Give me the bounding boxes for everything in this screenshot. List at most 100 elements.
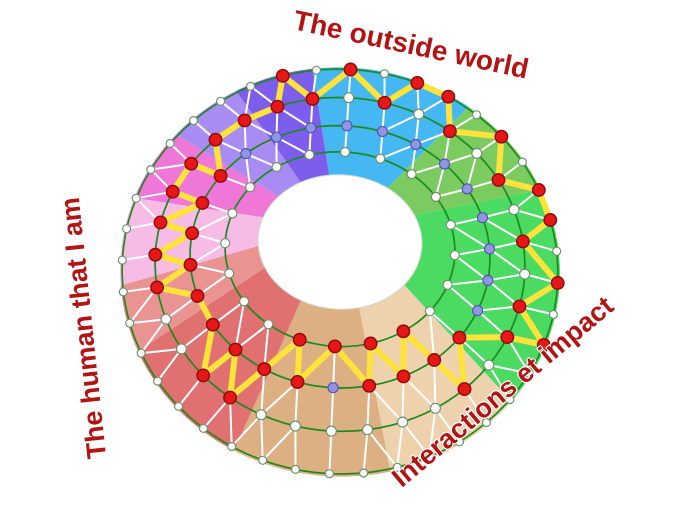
mesh-line (276, 136, 310, 156)
node (325, 425, 337, 437)
nodes (117, 65, 562, 479)
red-node (237, 113, 252, 128)
node (361, 424, 374, 436)
sector (176, 90, 301, 197)
mesh-line (434, 407, 461, 443)
node (121, 224, 132, 234)
node (327, 382, 339, 394)
node (131, 193, 141, 203)
mesh-line (261, 425, 297, 461)
mesh-line (260, 414, 264, 461)
node (424, 306, 435, 317)
mesh-line (454, 247, 490, 257)
node (461, 183, 473, 195)
node (175, 343, 188, 355)
red-node (396, 324, 411, 339)
red-node (165, 184, 180, 199)
mesh-line (382, 113, 420, 133)
red-node (343, 62, 358, 77)
red-node (457, 382, 472, 397)
node (483, 359, 495, 371)
node (117, 255, 127, 265)
red-node (427, 353, 442, 367)
red-node (531, 183, 546, 197)
node (146, 165, 156, 175)
mesh-line (156, 348, 183, 382)
red-node (327, 339, 342, 354)
mesh-line (234, 301, 246, 350)
mesh-line (433, 359, 437, 409)
mesh-line (244, 153, 252, 188)
mesh-line (260, 369, 266, 415)
red-node (441, 89, 456, 104)
mesh-line (294, 381, 299, 427)
red-node (213, 168, 228, 183)
mesh-line (396, 421, 404, 468)
node (305, 122, 317, 134)
node (524, 368, 534, 379)
mesh-line (434, 163, 446, 198)
node (136, 348, 146, 358)
mesh-line (141, 347, 182, 355)
mesh-line (411, 163, 445, 176)
red-node (257, 362, 272, 377)
node (472, 305, 484, 317)
hole (257, 174, 423, 310)
mesh-line (263, 324, 270, 370)
red-node (494, 129, 509, 144)
node (552, 246, 562, 256)
node (430, 191, 441, 202)
node (471, 147, 483, 159)
red-node (491, 172, 506, 187)
node (429, 402, 441, 414)
node (375, 153, 386, 164)
red-node (183, 257, 198, 272)
node (165, 138, 175, 149)
red-node (292, 332, 307, 347)
red-node (223, 390, 238, 405)
mesh-line (330, 387, 335, 432)
red-node (190, 288, 205, 303)
node (406, 169, 417, 180)
node (258, 455, 268, 465)
node (359, 468, 369, 478)
red-node (442, 124, 457, 139)
red-node (396, 369, 411, 384)
red-node (362, 378, 377, 393)
node (392, 462, 402, 472)
node (270, 131, 283, 143)
mesh-line (401, 376, 405, 423)
mesh-line (477, 305, 520, 312)
mesh-line (229, 397, 233, 447)
red-node (270, 99, 285, 114)
node (290, 464, 301, 474)
node (174, 401, 184, 411)
node (519, 268, 531, 280)
node (508, 204, 520, 216)
mesh-line (447, 279, 489, 286)
node (227, 441, 237, 452)
mesh-line (488, 364, 530, 375)
red-node (550, 276, 565, 290)
red-node (196, 368, 211, 383)
node (263, 319, 274, 330)
node (324, 469, 334, 479)
red-node (363, 336, 378, 351)
node (476, 212, 489, 224)
red-node (515, 234, 530, 249)
red-node (452, 330, 467, 345)
mesh-line (379, 143, 417, 160)
mesh-line (487, 273, 525, 282)
mesh-line (481, 216, 524, 243)
mesh-line (128, 286, 158, 324)
node (246, 81, 256, 91)
node (424, 452, 434, 462)
mesh-line (366, 385, 371, 430)
red-node (543, 213, 558, 227)
node (189, 115, 199, 126)
node (482, 274, 494, 286)
red-node (208, 132, 223, 147)
red-node (185, 226, 200, 241)
node (413, 108, 425, 120)
node (438, 158, 451, 170)
